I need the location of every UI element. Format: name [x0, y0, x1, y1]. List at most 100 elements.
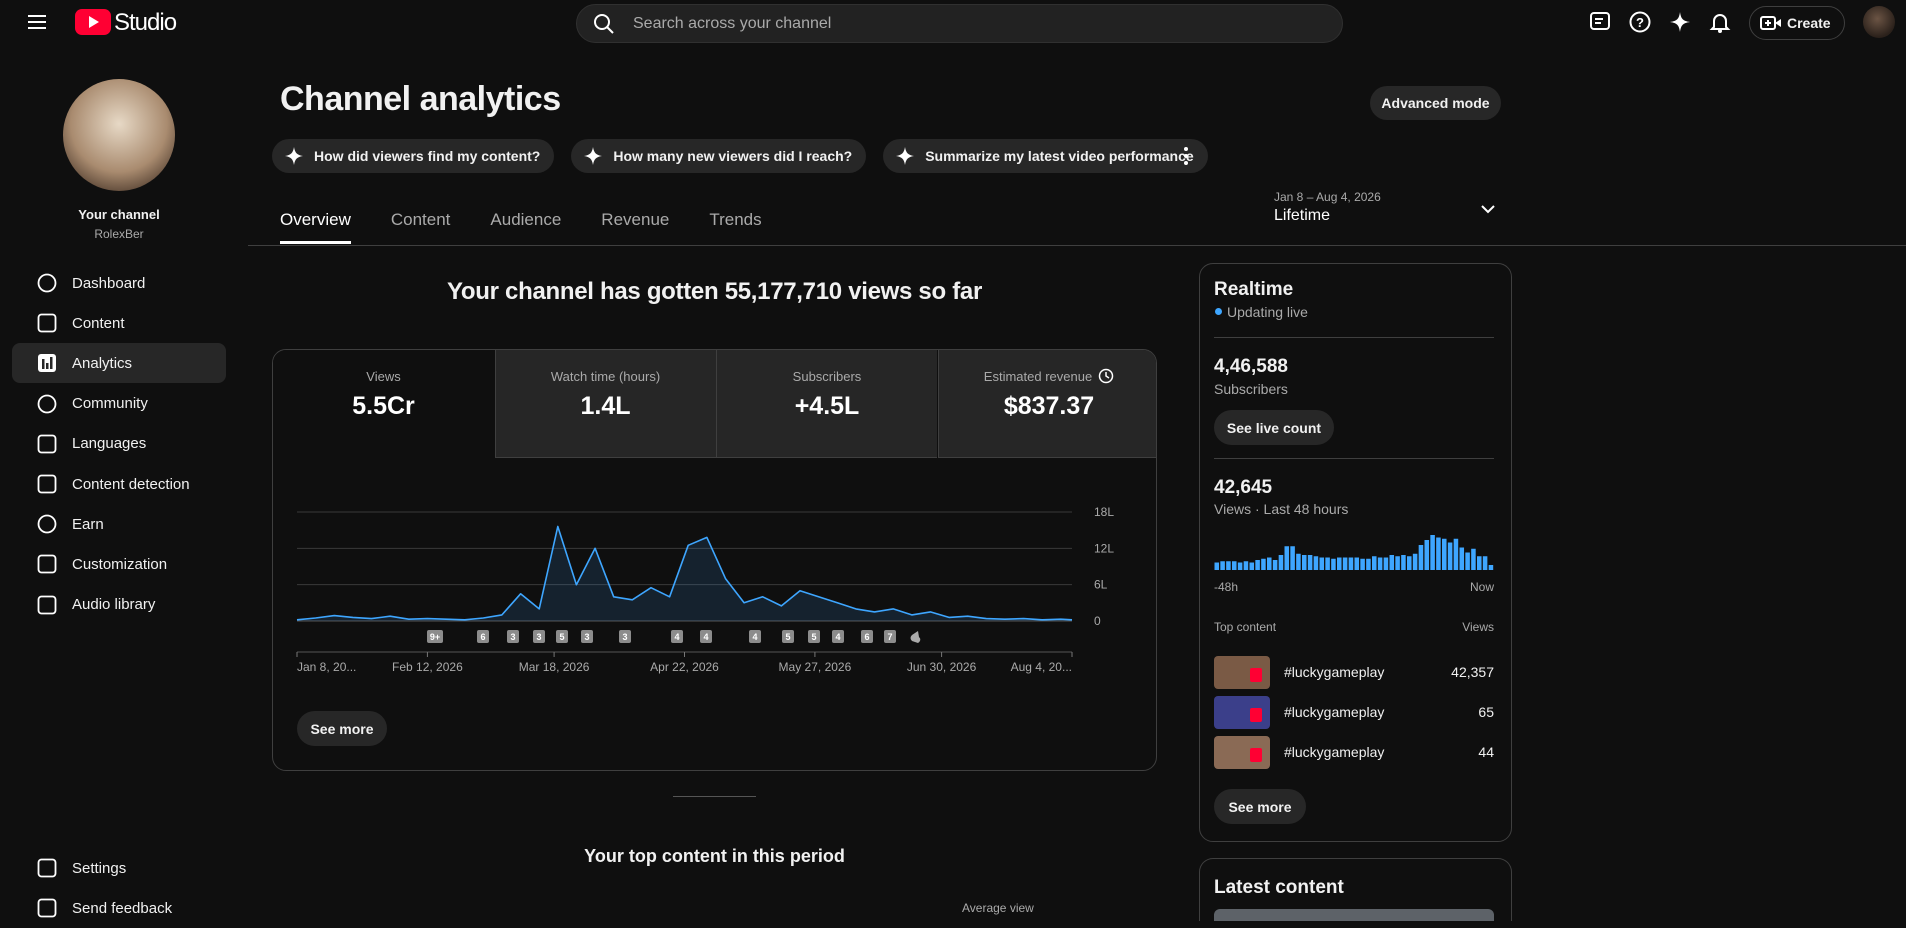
nav-label: Customization	[72, 555, 168, 573]
video-marker[interactable]: 4	[671, 630, 683, 643]
search-box[interactable]: Search across your channel	[576, 4, 1343, 43]
channel-avatar[interactable]	[63, 79, 175, 191]
marker-badge	[477, 630, 489, 643]
icon-shape	[1098, 368, 1114, 384]
logo-text[interactable]: Studio	[114, 9, 177, 36]
top-content-row[interactable]: #luckygameplay 44	[1214, 735, 1494, 769]
notifications-icon[interactable]	[1708, 10, 1732, 34]
more-button[interactable]	[1180, 144, 1192, 168]
x-tick-label: Now	[1470, 580, 1494, 594]
channel-label: Your channel	[78, 207, 160, 222]
chip-label: How did viewers find my content?	[314, 148, 541, 164]
sparkle-icon	[584, 147, 603, 165]
metric-name: Views	[366, 368, 401, 384]
metric-label: Estimated revenue	[939, 368, 1157, 384]
nav-item[interactable]: Analytics	[12, 343, 226, 384]
video-marker[interactable]: 5	[556, 630, 568, 643]
video-marker[interactable]: 3	[533, 630, 545, 643]
metric-name: Watch time (hours)	[550, 368, 661, 384]
video-marker[interactable]: 3	[507, 630, 519, 643]
metric-name: Subscribers	[792, 368, 862, 384]
page-title: Channel analytics	[280, 80, 561, 118]
marker-label: 4	[835, 632, 840, 642]
ai-icon[interactable]	[1668, 10, 1692, 34]
chip-label: Summarize my latest video performance	[925, 148, 1194, 164]
period-dropdown[interactable]	[1478, 202, 1498, 218]
marker-badge	[832, 630, 844, 643]
metric-tab[interactable]: Subscribers +4.5L	[716, 350, 937, 458]
video-marker[interactable]: 3	[619, 630, 631, 643]
advanced-mode-button[interactable]: Advanced mode	[1370, 86, 1501, 120]
marker-label: 4	[703, 632, 708, 642]
nav-item[interactable]: Dashboard	[12, 263, 226, 303]
see-more-button[interactable]: See more	[1214, 789, 1306, 824]
bar	[1453, 538, 1459, 570]
video-marker[interactable]: 6	[477, 630, 489, 643]
video-marker[interactable]: 5	[782, 630, 794, 643]
nav-item[interactable]: Content detection	[12, 464, 226, 504]
live-count-button[interactable]: See live count	[1214, 410, 1334, 445]
nav-item[interactable]: Customization	[12, 544, 226, 584]
suggestion-chip[interactable]: How did viewers find my content?	[272, 139, 555, 173]
top-content-row[interactable]: #luckygameplay 65	[1214, 695, 1494, 729]
tab[interactable]: Overview	[280, 210, 351, 244]
marker-badge	[808, 630, 820, 643]
suggestion-chip[interactable]: Summarize my latest video performance	[883, 139, 1208, 173]
video-marker[interactable]: 4	[700, 630, 712, 643]
metric-tab[interactable]: Watch time (hours) 1.4L	[494, 350, 716, 458]
latest-thumbnail[interactable]	[1214, 909, 1494, 921]
nav-item[interactable]: Content	[12, 303, 226, 343]
video-marker[interactable]: 3	[581, 630, 593, 643]
bar	[1465, 552, 1470, 570]
create-button[interactable]: Create	[1749, 6, 1845, 40]
tab[interactable]: Audience	[490, 210, 562, 229]
nav-label: Dashboard	[72, 274, 146, 292]
nav-item[interactable]: Send feedback	[12, 888, 226, 928]
metric-tab[interactable]: Estimated revenue $837.37	[937, 350, 1157, 458]
overview-card: Views 5.5Cr Watch time (hours) 1.4L Subscrib…	[272, 349, 1157, 771]
video-marker[interactable]: 6	[861, 630, 873, 643]
account-avatar[interactable]	[1863, 6, 1895, 38]
views-label: Views · Last 48 hours	[1214, 501, 1349, 517]
nav-item[interactable]: Earn	[12, 504, 226, 544]
search-placeholder: Search across your channel	[633, 15, 832, 32]
marker-label: 5	[559, 632, 564, 642]
marker-label: 3	[510, 632, 515, 642]
icon-shape	[37, 434, 57, 454]
nav-item[interactable]: Community	[12, 384, 226, 424]
realtime-status: Updating live	[1227, 304, 1308, 320]
tabs-divider	[248, 245, 1906, 246]
video-marker[interactable]: 5	[808, 630, 820, 643]
video-marker[interactable]: 4	[749, 630, 761, 643]
icon-shape	[285, 147, 303, 165]
info-icon	[1098, 368, 1114, 384]
top-content-row[interactable]: #luckygameplay 42,357	[1214, 655, 1494, 689]
video-marker[interactable]: 4	[832, 630, 844, 643]
nav-icon	[37, 474, 57, 494]
bar	[1290, 546, 1295, 570]
tab[interactable]: Revenue	[601, 210, 670, 229]
nav-item[interactable]: Audio library	[12, 585, 226, 625]
nav-icon	[37, 898, 57, 918]
suggest-icon[interactable]	[1588, 10, 1612, 34]
marker-label: 6	[864, 632, 869, 642]
menu-button[interactable]	[26, 12, 50, 32]
bar	[1471, 548, 1476, 570]
nav-item[interactable]: Languages	[12, 424, 226, 464]
video-marker[interactable]: 9+	[427, 630, 443, 643]
nav-item[interactable]: Settings	[12, 848, 226, 888]
period[interactable]: Lifetime	[1274, 207, 1331, 224]
see-more-button[interactable]: See more	[297, 711, 387, 746]
suggestion-chip[interactable]: How many new viewers did I reach?	[571, 139, 867, 173]
tab[interactable]: Trends	[709, 210, 762, 229]
shorts-marker[interactable]	[910, 631, 921, 646]
tab[interactable]: Content	[390, 210, 451, 229]
y-tick-label: 6L	[1094, 578, 1108, 592]
section-divider	[673, 796, 756, 797]
help-icon[interactable]: ?	[1628, 10, 1652, 34]
content-title: #luckygameplay	[1284, 744, 1385, 760]
metric-tab[interactable]: Views 5.5Cr	[273, 350, 494, 458]
video-marker[interactable]: 7	[884, 630, 896, 643]
bar	[1447, 542, 1453, 570]
logo-icon[interactable]	[75, 9, 113, 35]
